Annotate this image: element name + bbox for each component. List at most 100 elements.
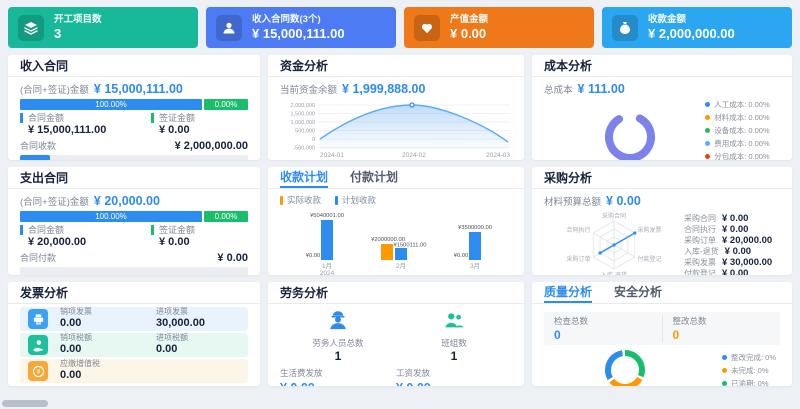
peak-point <box>409 102 415 108</box>
svg-text:¥5040001.00: ¥5040001.00 <box>310 213 344 219</box>
svg-text:2,000,000: 2,000,000 <box>291 103 315 109</box>
income-amount-value: ¥ 15,000,111.00 <box>93 82 183 96</box>
legend-marker <box>280 195 283 205</box>
income-contract-visa-bar: 100.00% 0.00% <box>20 99 248 110</box>
tab-receipt-plan[interactable]: 收款计划 <box>280 167 329 188</box>
invoice-row-tax: 销项税额 0.00 进项税额 0.00 <box>20 333 248 357</box>
svg-text:-500,000: -500,000 <box>293 146 315 152</box>
panel-invoice-analysis: 发票分析 销项发票 0.00 进项发票 30,000.00 销项税额 0.00 进项税… <box>8 282 260 386</box>
svg-text:¥: ¥ <box>36 369 40 375</box>
tab-payment-plan[interactable]: 付款计划 <box>350 170 399 184</box>
contract-pct-bar: 100.00% <box>20 99 202 110</box>
kpi-label: 收款金额 <box>648 13 687 25</box>
payment-value: ¥ 0.00 <box>217 252 248 265</box>
vat-icon: ¥ <box>28 361 48 381</box>
svg-text:合同执行: 合同执行 <box>566 226 590 234</box>
quality-donut-chart <box>605 350 645 386</box>
panel-receipt-payment-plan: 收款计划 付款计划 实际收款 计划收款 ¥0.00 ¥5040001.00 ¥2… <box>268 167 524 275</box>
svg-text:500,000: 500,000 <box>295 129 315 135</box>
kpi-value: 3 <box>54 25 62 41</box>
labor-workers-stat: 劳务人员总数 1 <box>280 309 396 363</box>
svg-text:1月: 1月 <box>322 262 332 270</box>
svg-text:¥0.00: ¥0.00 <box>454 253 469 259</box>
svg-text:¥1500111.00: ¥1500111.00 <box>394 243 427 249</box>
visa-pct-bar: 0.00% <box>204 211 248 222</box>
svg-text:2024-03: 2024-03 <box>486 152 510 159</box>
legend-dot <box>705 102 711 107</box>
kpi-card-income-contracts: 收入合同数(3个) ¥ 15,000,111.00 <box>206 7 396 48</box>
svg-text:0: 0 <box>312 137 315 143</box>
svg-text:采购发票: 采购发票 <box>638 226 662 234</box>
visa-amount-value: ¥ 0.00 <box>158 124 190 137</box>
list-item: 付款登记 ¥ 0.00 <box>684 267 749 276</box>
living-allowance-stat: 生活费发放 ¥ 0.00 <box>280 368 323 386</box>
list-item: 采购订单 ¥ 20,000.00 <box>684 234 773 246</box>
svg-text:2024: 2024 <box>320 270 335 275</box>
panel-labor-analysis: 劳务分析 劳务人员总数 1 班组数 1 <box>268 282 524 386</box>
svg-text:2024-02: 2024-02 <box>402 152 426 159</box>
horizontal-scrollbar-thumb[interactable] <box>2 400 48 407</box>
labor-teams-stat: 班组数 1 <box>396 309 512 363</box>
wage-payment-stat: 工资发放 ¥ 0.00 <box>396 368 431 386</box>
panel-title: 采购分析 <box>532 167 792 189</box>
receipt-progress-track <box>20 155 248 160</box>
income-amount-label: (合同+签证)金额 <box>20 85 89 96</box>
list-item: 采购发票 ¥ 30,000.00 <box>684 256 773 268</box>
cost-donut-chart <box>605 112 655 160</box>
funds-balance-value: ¥ 1,999,888.00 <box>342 82 426 96</box>
svg-text:1,000,000: 1,000,000 <box>291 120 315 126</box>
worker-icon <box>330 311 346 330</box>
svg-text:2024-01: 2024-01 <box>320 152 344 159</box>
kpi-value: ¥ 0.00 <box>450 25 487 41</box>
legend-dot <box>705 128 711 133</box>
expense-amount-value: ¥ 20,000.00 <box>93 194 160 208</box>
cost-total-value: ¥ 111.00 <box>577 82 625 96</box>
visa-amount-label: 签证金额 <box>150 113 248 124</box>
quality-stats-band: 检查总数 0 整改总数 0 <box>544 312 780 345</box>
panel-title: 收入合同 <box>8 55 260 77</box>
payment-progress-track <box>20 267 248 275</box>
visa-amount-value: ¥ 0.00 <box>158 236 190 249</box>
svg-text:2月: 2月 <box>396 262 406 270</box>
kpi-card-started-projects: 开工项目数 3 <box>8 7 198 48</box>
svg-text:采购合同: 采购合同 <box>602 212 626 220</box>
visa-pct-bar: 0.00% <box>204 99 248 110</box>
moneybag-icon <box>612 14 638 41</box>
tab-quality-analysis[interactable]: 质量分析 <box>544 282 593 303</box>
panels-grid: 收入合同 (合同+签证)金额 ¥ 15,000,111.00 100.00% 0… <box>0 48 800 386</box>
contract-pct-bar: 100.00% <box>20 211 202 222</box>
svg-text:3月: 3月 <box>470 262 480 270</box>
plan-bar <box>469 232 481 260</box>
visa-amount-label: 签证金额 <box>150 225 248 236</box>
kpi-cards-row: 开工项目数 3 收入合同数(3个) ¥ 15,000,111.00 产值金额 ¥… <box>0 0 800 48</box>
kpi-label: 收入合同数(3个) <box>252 13 321 25</box>
quality-legend: 整改完成: 0% 未完成: 0% 已逾期: 0% <box>721 352 776 386</box>
legend-dot <box>705 141 711 146</box>
tab-safety-analysis[interactable]: 安全分析 <box>614 285 663 299</box>
purchase-budget-label: 材料预算总额 <box>544 197 602 208</box>
rectify-total-stat: 整改总数 0 <box>661 315 781 342</box>
panel-income-contract: 收入合同 (合同+签证)金额 ¥ 15,000,111.00 100.00% 0… <box>8 55 260 160</box>
purchase-budget-value: ¥ 0.00 <box>606 194 641 208</box>
team-icon <box>445 313 464 328</box>
plan-bar <box>321 220 333 260</box>
cost-legend: 人工成本: 0.00% 材料成本: 0.00% 设备成本: 0.00% 费用成本… <box>705 99 778 160</box>
invoice-icon <box>28 309 48 329</box>
kpi-value: ¥ 2,000,000.00 <box>648 25 735 41</box>
kpi-label: 开工项目数 <box>54 13 102 25</box>
kpi-card-output-value: 产值金额 ¥ 0.00 <box>404 7 594 48</box>
panel-quality-safety: 质量分析 安全分析 检查总数 0 整改总数 0 <box>532 282 792 386</box>
legend-dot <box>705 115 711 120</box>
kpi-label: 产值金额 <box>450 13 489 25</box>
panel-title: 支出合同 <box>8 167 260 189</box>
svg-text:1,500,000: 1,500,000 <box>291 112 315 118</box>
legend-dot <box>721 367 727 373</box>
legend-dot <box>705 154 711 159</box>
panel-purchase-analysis: 采购分析 材料预算总额 ¥ 0.00 <box>532 167 792 275</box>
panel-title: 劳务分析 <box>268 282 524 304</box>
invoice-row-invoices: 销项发票 0.00 进项发票 30,000.00 <box>20 307 248 331</box>
receipt-value: ¥ 2,000,000.00 <box>174 140 248 153</box>
legend-marker <box>335 195 339 205</box>
svg-text:入库-退货: 入库-退货 <box>601 271 627 275</box>
payment-label: 合同付款 <box>20 253 57 264</box>
